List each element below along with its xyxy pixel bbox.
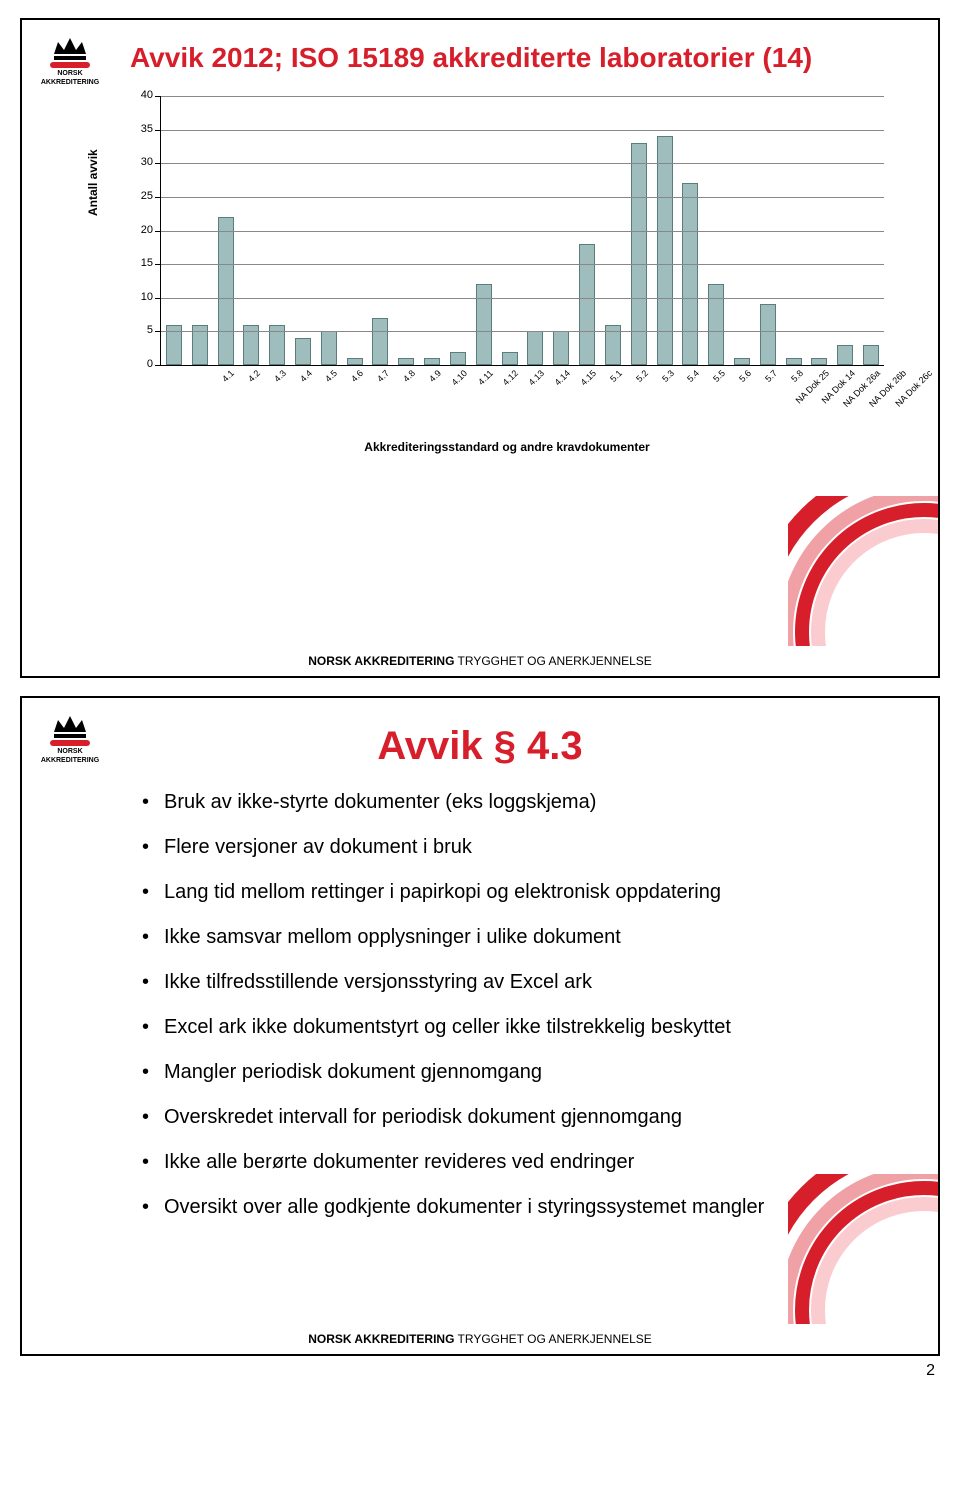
bullet-list: Bruk av ikke-styrte dokumenter (eks logg… — [142, 787, 874, 1223]
x-labels: 4.14.24.34.44.54.64.74.84.94.104.114.124… — [160, 366, 884, 436]
bar — [527, 331, 543, 365]
bullet-item: Mangler periodisk dokument gjennomgang — [142, 1057, 874, 1088]
y-tick-label: 5 — [133, 324, 153, 336]
bullet-item: Ikke alle berørte dokumenter revideres v… — [142, 1147, 874, 1178]
bullet-item: Overskredet intervall for periodisk doku… — [142, 1102, 874, 1133]
bullet-item: Excel ark ikke dokumentstyrt og celler i… — [142, 1012, 874, 1043]
y-tick-label: 10 — [133, 291, 153, 303]
bar — [734, 358, 750, 365]
crown-icon — [50, 34, 90, 68]
logo-text-1: NORSK — [40, 748, 100, 755]
logo-text-2: AKKREDITERING — [40, 757, 100, 764]
logo-text-2: AKKREDITERING — [40, 79, 100, 86]
bar — [579, 244, 595, 365]
bar — [863, 345, 879, 365]
bar — [476, 284, 492, 365]
bar — [682, 183, 698, 365]
bar — [786, 358, 802, 365]
bullet-item: Flere versjoner av dokument i bruk — [142, 832, 874, 863]
logo-text-1: NORSK — [40, 70, 100, 77]
x-tick-label: 4.1 — [186, 368, 228, 410]
logo: NORSK AKKREDITERING — [40, 34, 100, 87]
bar — [372, 318, 388, 365]
y-tick-label: 30 — [133, 156, 153, 168]
bullet-item: Oversikt over alle godkjente dokumenter … — [142, 1192, 874, 1223]
y-tick-label: 40 — [133, 89, 153, 101]
bar-chart: Antall avvik 0510152025303540 4.14.24.34… — [130, 96, 884, 436]
bar — [760, 304, 776, 365]
bar — [811, 358, 827, 365]
bullet-item: Lang tid mellom rettinger i papirkopi og… — [142, 877, 874, 908]
bullet-item: Ikke samsvar mellom opplysninger i ulike… — [142, 922, 874, 953]
bar — [424, 358, 440, 365]
bar — [502, 352, 518, 365]
bar — [295, 338, 311, 365]
bar — [398, 358, 414, 365]
y-tick-label: 20 — [133, 224, 153, 236]
x-axis-label: Akkrediteringsstandard og andre kravdoku… — [130, 440, 884, 454]
bar — [837, 345, 853, 365]
bar — [553, 331, 569, 365]
y-tick-label: 25 — [133, 190, 153, 202]
bar — [450, 352, 466, 365]
y-tick-label: 0 — [133, 358, 153, 370]
bullet-item: Bruk av ikke-styrte dokumenter (eks logg… — [142, 787, 874, 818]
bar — [218, 217, 234, 365]
y-axis-label: Antall avvik — [86, 149, 100, 216]
slide2-title: Avvik § 4.3 — [46, 724, 914, 769]
footer-brand: NORSK AKKREDITERING TRYGGHET OG ANERKJEN… — [22, 654, 938, 668]
footer-rest: TRYGGHET OG ANERKJENNELSE — [454, 1332, 651, 1346]
page-number: 2 — [15, 1362, 945, 1380]
logo: NORSK AKKREDITERING — [40, 712, 100, 765]
footer-bold: NORSK AKKREDITERING — [308, 654, 454, 668]
corner-decoration — [788, 496, 938, 646]
crown-icon — [50, 712, 90, 746]
chart-title: Avvik 2012; ISO 15189 akkrediterte labor… — [130, 42, 914, 74]
bar — [347, 358, 363, 365]
footer-bold: NORSK AKKREDITERING — [308, 1332, 454, 1346]
bar — [321, 331, 337, 365]
footer-brand: NORSK AKKREDITERING TRYGGHET OG ANERKJEN… — [22, 1332, 938, 1346]
y-tick-label: 35 — [133, 123, 153, 135]
slide-bullets: NORSK AKKREDITERING Avvik § 4.3 Bruk av … — [20, 696, 940, 1356]
bar — [708, 284, 724, 365]
y-tick-label: 15 — [133, 257, 153, 269]
plot-area: 0510152025303540 — [160, 96, 884, 366]
footer-rest: TRYGGHET OG ANERKJENNELSE — [454, 654, 651, 668]
slide-chart: NORSK AKKREDITERING Avvik 2012; ISO 1518… — [20, 18, 940, 678]
bullet-item: Ikke tilfredsstillende versjonsstyring a… — [142, 967, 874, 998]
